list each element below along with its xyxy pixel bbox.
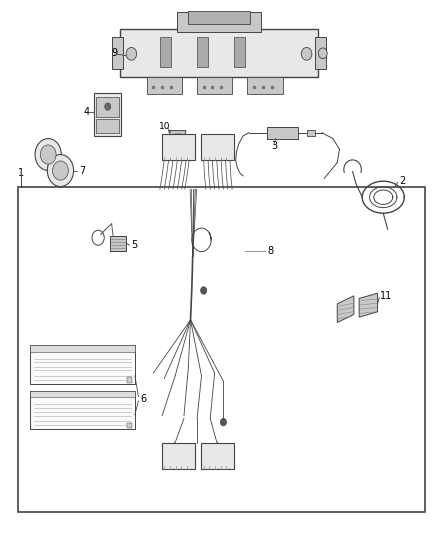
Circle shape <box>53 161 68 180</box>
Text: ▲ AVIS DE DANGER: ▲ AVIS DE DANGER <box>59 391 106 397</box>
Circle shape <box>126 47 137 60</box>
Circle shape <box>105 103 111 110</box>
Bar <box>160 37 171 67</box>
Bar <box>120 29 318 77</box>
Bar <box>201 443 234 469</box>
Text: 4: 4 <box>83 107 89 117</box>
Circle shape <box>40 145 56 164</box>
Bar <box>188 11 250 24</box>
Text: 5: 5 <box>131 240 138 250</box>
Bar <box>127 377 132 383</box>
Text: 8: 8 <box>267 246 273 255</box>
Bar <box>307 130 315 136</box>
Bar <box>110 236 126 251</box>
Bar <box>201 134 234 160</box>
Text: 3: 3 <box>272 141 278 150</box>
Text: 11: 11 <box>380 291 392 301</box>
Bar <box>96 119 119 133</box>
Text: REMOTE: REMOTE <box>41 150 56 155</box>
Bar <box>147 77 182 94</box>
Text: 9: 9 <box>112 49 118 58</box>
Text: 2: 2 <box>399 176 406 186</box>
Bar <box>96 97 119 117</box>
Bar <box>30 391 135 429</box>
Text: START: START <box>43 154 53 158</box>
Bar <box>30 345 135 352</box>
Bar <box>30 391 135 397</box>
Bar <box>197 37 208 67</box>
Polygon shape <box>169 131 186 144</box>
Circle shape <box>35 139 61 171</box>
Text: ▲ WARNING: ▲ WARNING <box>67 346 97 351</box>
Bar <box>234 37 245 67</box>
Bar <box>177 12 261 32</box>
Bar <box>197 77 232 94</box>
Text: 10: 10 <box>159 123 170 131</box>
Bar <box>162 134 195 160</box>
Text: 1: 1 <box>18 168 24 178</box>
Bar <box>112 37 123 69</box>
Bar <box>30 345 135 384</box>
Circle shape <box>47 155 74 187</box>
Circle shape <box>318 48 327 59</box>
Bar <box>94 93 121 136</box>
Polygon shape <box>337 296 354 322</box>
Bar <box>18 187 425 512</box>
Polygon shape <box>359 293 378 317</box>
Bar <box>127 423 132 428</box>
Bar <box>315 37 326 69</box>
Bar <box>247 77 283 94</box>
Circle shape <box>201 287 207 294</box>
Circle shape <box>220 418 226 426</box>
Bar <box>267 127 298 139</box>
Text: START +: START + <box>53 170 68 174</box>
Text: 7: 7 <box>79 166 85 175</box>
Bar <box>162 443 195 469</box>
Circle shape <box>301 47 312 60</box>
Text: 6: 6 <box>140 394 146 403</box>
Text: REMOTE: REMOTE <box>53 166 68 171</box>
